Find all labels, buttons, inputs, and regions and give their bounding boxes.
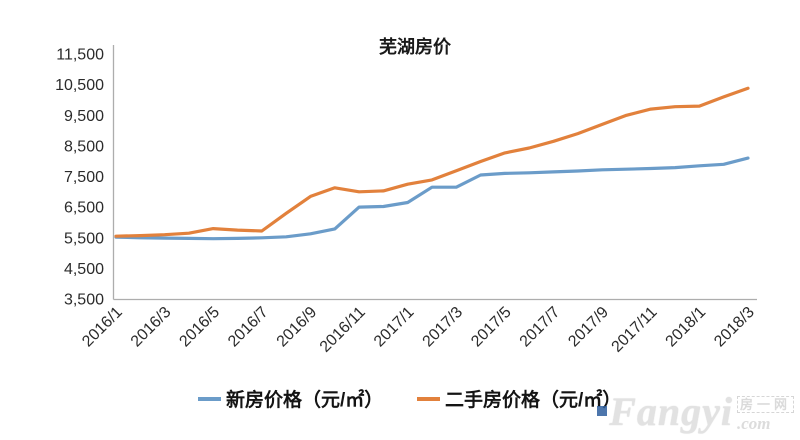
y-axis-tick-label: 5,500 [64,230,104,247]
x-axis-tick-label: 2017/3 [420,304,467,351]
y-axis-labels: 3,500 4,500 5,500 6,500 7,500 8,500 9,500 10,50… [55,47,104,309]
x-axis-tick-label: 2018/3 [711,304,758,351]
x-axis-tick-label: 2016/3 [128,304,175,351]
legend-label-second-hand: 二手房价格（元/㎡） [445,388,621,411]
x-axis-tick-label: 2018/1 [663,304,710,351]
series-lines [114,86,750,241]
y-axis-tick-label: 11,500 [56,47,104,64]
y-axis-tick-label: 6,500 [64,200,104,217]
y-axis-tick-label: 4,500 [64,261,104,278]
legend-item-second-hand: 二手房价格（元/㎡） [417,388,621,411]
x-axis-tick-label: 2017/5 [468,304,515,351]
watermark-brand: Fangyi [609,389,733,434]
y-axis-tick-label: 9,500 [64,108,104,125]
y-axis-tick-label: 3,500 [64,292,104,309]
watermark-logo-icon [597,406,608,416]
x-axis-tick-label: 2016/1 [79,304,126,351]
x-axis-tick-label: 2017/9 [565,304,612,351]
y-axis-tick-label: 10,500 [55,77,104,94]
x-axis-tick-label: 2016/9 [274,304,321,351]
watermark-suffix: .com [736,414,771,433]
series-line-second-hand-price [114,86,750,238]
x-axis-tick-label: 2016/7 [225,304,272,351]
y-axis-tick-label: 8,500 [64,138,104,155]
x-axis-tick-label: 2016/11 [317,304,369,356]
watermark-cjk: 房一网 [736,396,794,413]
watermark-side: 房一网 .com [736,396,794,433]
y-axis-tick-label: 7,500 [64,169,104,186]
x-axis-tick-label: 2017/11 [609,304,661,356]
legend-label-new-house: 新房价格（元/㎡） [226,388,383,411]
x-axis-tick-label: 2016/5 [176,304,223,351]
x-axis-tick-label: 2017/1 [371,304,418,351]
series-line-new-house-price [114,156,750,241]
legend: 新房价格（元/㎡） 二手房价格（元/㎡） [198,388,621,411]
legend-item-new-house: 新房价格（元/㎡） [198,388,383,411]
axes [112,45,757,301]
site-watermark: Fangyi 房一网 .com [597,392,794,432]
x-axis-tick-label: 2017/7 [517,304,564,351]
chart-title: 芜湖房价 [379,36,452,57]
